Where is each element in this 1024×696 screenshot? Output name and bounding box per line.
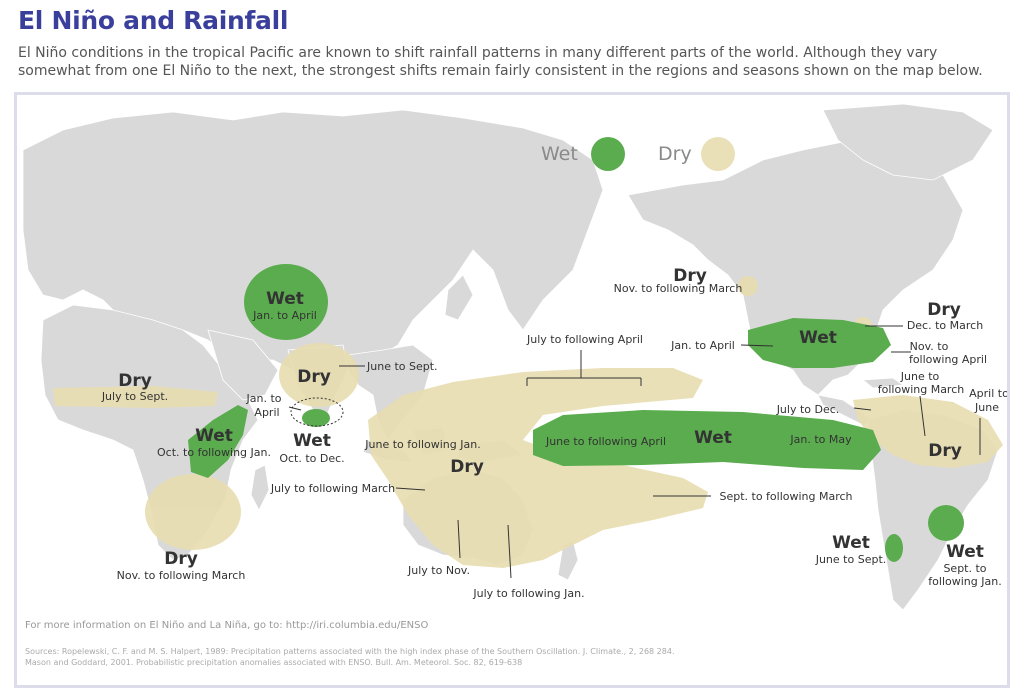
indonesia-type: Dry — [450, 457, 484, 477]
great-lakes-season: Dec. to March — [907, 319, 983, 332]
map-frame: Wet Dry Wet Jan. to April Dry June to Se… — [14, 92, 1010, 688]
central-pacific-season-b: Jan. to May — [789, 433, 852, 446]
east-africa-season: Oct. to following Jan. — [157, 446, 271, 459]
southern-africa-season: Nov. to following March — [117, 569, 246, 582]
land-greenland — [822, 103, 994, 181]
central-asia-season: Jan. to April — [252, 309, 317, 322]
legend-wet-label: Wet — [541, 143, 578, 165]
gulf-coast-season-a: Jan. to April — [670, 339, 735, 352]
world-map: Wet Dry Wet Jan. to April Dry June to Se… — [22, 103, 1007, 667]
leader-lines — [288, 325, 981, 579]
land-japan — [444, 274, 474, 321]
central-pacific-season-a: June to following April — [545, 435, 666, 448]
wet-regions — [188, 264, 964, 562]
nsa-season-c-1: April to — [969, 387, 1007, 400]
south-pacific-season: Sept. to following March — [719, 490, 852, 503]
land-madagascar — [250, 464, 270, 511]
legend-dry-swatch — [701, 137, 735, 171]
south-india-season: Oct. to Dec. — [279, 452, 344, 465]
central-pacific-type: Wet — [694, 428, 732, 448]
gulf-coast-season-b-2: following April — [909, 353, 987, 366]
gulf-coast-type: Wet — [799, 328, 837, 348]
dry-indonesia-australia — [368, 368, 708, 568]
wet-south-india — [302, 409, 330, 427]
indonesia-season-b: July to following March — [270, 482, 395, 495]
dry-southern-africa — [145, 474, 241, 550]
pacific-nw-type: Dry — [673, 266, 707, 286]
wet-gulf-coast — [748, 318, 891, 368]
chile-season: June to Sept. — [815, 553, 887, 566]
east-africa-note-2: April — [254, 406, 279, 419]
indonesia-season-a: June to following Jan. — [364, 438, 480, 451]
australia-season-b: July to following Jan. — [472, 587, 584, 600]
nsa-season-a: July to Dec. — [776, 403, 840, 416]
land-caribbean — [861, 377, 905, 389]
sesa-type: Wet — [946, 542, 984, 562]
great-lakes-type: Dry — [927, 300, 961, 320]
india-season: June to Sept. — [366, 360, 438, 373]
wet-east-africa — [188, 405, 248, 478]
sources-line-1: Sources: Ropelewski, C. F. and M. S. Hal… — [25, 647, 674, 656]
wet-southeast-south-america — [928, 505, 964, 541]
sources-line-2: Mason and Goddard, 2001. Probabilistic p… — [25, 658, 522, 667]
south-india-type: Wet — [293, 431, 331, 451]
region-labels: Wet Jan. to April Dry June to Sept. Jan.… — [101, 266, 1007, 600]
dry-northern-south-america — [853, 395, 1003, 468]
dry-regions — [53, 276, 1003, 568]
southern-africa-type: Dry — [164, 549, 198, 569]
nsa-season-b-1: June to — [900, 370, 940, 383]
india-type: Dry — [297, 367, 331, 387]
legend: Wet Dry — [541, 137, 735, 171]
nsa-season-b-2: following March — [878, 383, 965, 396]
gulf-coast-season-b-1: Nov. to — [910, 340, 949, 353]
australia-season-a: July to Nov. — [407, 564, 470, 577]
wet-central-asia — [244, 264, 328, 340]
central-asia-type: Wet — [266, 289, 304, 309]
sesa-season-1: Sept. to — [943, 562, 986, 575]
sahel-type: Dry — [118, 371, 152, 391]
dry-sahel — [53, 386, 218, 408]
page-title: El Niño and Rainfall — [18, 6, 289, 35]
land-arabia — [207, 329, 279, 401]
legend-dry-label: Dry — [658, 143, 692, 165]
chile-type: Wet — [832, 533, 870, 553]
sesa-season-2: following Jan. — [928, 575, 1001, 588]
wet-central-pacific — [533, 410, 881, 470]
east-africa-type: Wet — [195, 426, 233, 446]
pacific-nw-season: Nov. to following March — [614, 282, 743, 295]
legend-wet-swatch — [591, 137, 625, 171]
wet-chile — [885, 534, 903, 562]
east-africa-note-1: Jan. to — [246, 392, 282, 405]
pacific-dry-season: July to following April — [526, 333, 643, 346]
nsa-type: Dry — [928, 441, 962, 461]
dry-pacific-nw — [738, 276, 758, 296]
nsa-season-c-2: June — [974, 401, 999, 414]
south-india-outline — [290, 397, 344, 427]
dry-india — [279, 343, 359, 407]
info-link-text: For more information on El Niño and La N… — [25, 620, 429, 631]
sahel-season: July to Sept. — [101, 390, 168, 403]
intro-text: El Niño conditions in the tropical Pacif… — [18, 45, 983, 79]
